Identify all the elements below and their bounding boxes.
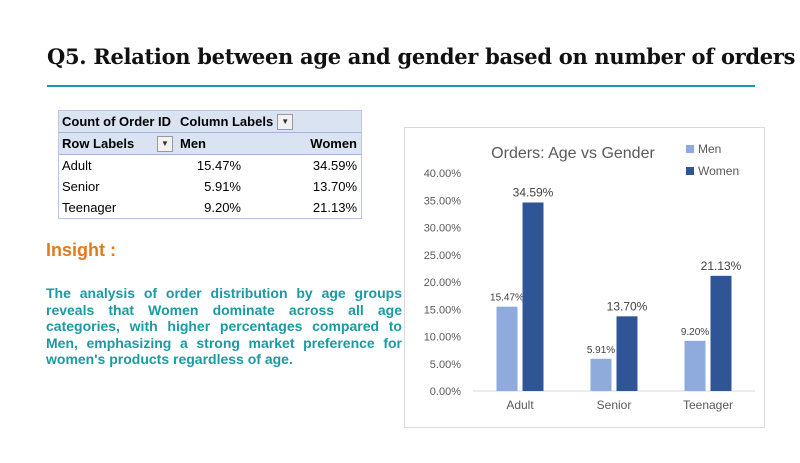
pivot-corner-label: Count of Order ID xyxy=(62,114,172,129)
y-tick-label: 25.00% xyxy=(424,250,462,262)
bar-women xyxy=(710,275,732,391)
y-tick-label: 40.00% xyxy=(424,168,462,180)
table-row: Senior 5.91% 13.70% xyxy=(59,176,361,197)
cell-women: 21.13% xyxy=(312,200,357,215)
y-tick-label: 15.00% xyxy=(424,304,462,316)
filter-dropdown-icon[interactable]: ▼ xyxy=(277,113,294,130)
x-tick-label: Adult xyxy=(506,398,534,412)
insight-title: Insight : xyxy=(46,240,116,260)
row-labels-header[interactable]: Row Labels ▼ xyxy=(59,135,177,152)
legend-label: Men xyxy=(698,142,721,156)
cell-women: 34.59% xyxy=(312,158,357,173)
y-tick-label: 5.00% xyxy=(430,359,461,371)
cell-men: 15.47% xyxy=(196,158,241,173)
row-label: Senior xyxy=(62,179,100,194)
data-label: 9.20% xyxy=(681,327,709,338)
y-tick-label: 20.00% xyxy=(424,277,462,289)
title-underline xyxy=(47,85,755,87)
chart-container: Orders: Age vs Gender 0.00% 5.00% 10.00% 15.… xyxy=(404,127,765,428)
legend-label: Women xyxy=(698,164,739,178)
bar-men xyxy=(684,340,706,391)
column-labels-text: Column Labels xyxy=(180,114,274,129)
cell-men: 5.91% xyxy=(204,179,241,194)
data-label: 34.59% xyxy=(513,185,554,199)
filter-dropdown-icon[interactable]: ▼ xyxy=(157,135,173,152)
cell-women: 13.70% xyxy=(312,179,357,194)
row-label: Adult xyxy=(62,158,92,173)
table-row: Adult 15.47% 34.59% xyxy=(59,155,361,176)
cell-men: 9.20% xyxy=(204,200,241,215)
bar-men xyxy=(590,358,612,391)
data-label: 5.91% xyxy=(587,345,615,356)
x-tick-label: Teenager xyxy=(683,398,733,412)
x-tick-label: Senior xyxy=(597,398,632,412)
y-tick-label: 10.00% xyxy=(424,332,462,344)
row-labels-text: Row Labels xyxy=(62,136,135,151)
slide-title: Q5. Relation between age and gender base… xyxy=(47,44,796,69)
insight-body: The analysis of order distribution by ag… xyxy=(46,285,402,367)
legend-swatch-women xyxy=(686,167,694,175)
table-row: Teenager 9.20% 21.13% xyxy=(59,197,361,218)
data-label: 15.47% xyxy=(490,293,524,304)
bar-women xyxy=(616,316,638,391)
pivot-header-row-2: Row Labels ▼ Men Women xyxy=(59,133,361,155)
data-label: 21.13% xyxy=(701,259,742,273)
bar-women xyxy=(522,202,544,391)
chart-title: Orders: Age vs Gender xyxy=(491,145,655,162)
legend-swatch-men xyxy=(686,145,694,153)
y-tick-label: 30.00% xyxy=(424,223,462,235)
pivot-header-row-1: Count of Order ID Column Labels ▼ xyxy=(59,111,361,133)
y-tick-label: 35.00% xyxy=(424,195,462,207)
col-women-header: Women xyxy=(310,136,357,151)
bar-men xyxy=(496,306,518,391)
col-men-header: Men xyxy=(180,136,206,151)
pivot-table: Count of Order ID Column Labels ▼ Row La… xyxy=(58,110,362,219)
y-tick-label: 0.00% xyxy=(430,386,461,398)
row-label: Teenager xyxy=(62,200,117,215)
bar-chart: Orders: Age vs Gender 0.00% 5.00% 10.00% 15.… xyxy=(424,142,755,412)
column-labels-header[interactable]: Column Labels ▼ xyxy=(177,113,361,130)
data-label: 13.70% xyxy=(607,299,648,313)
